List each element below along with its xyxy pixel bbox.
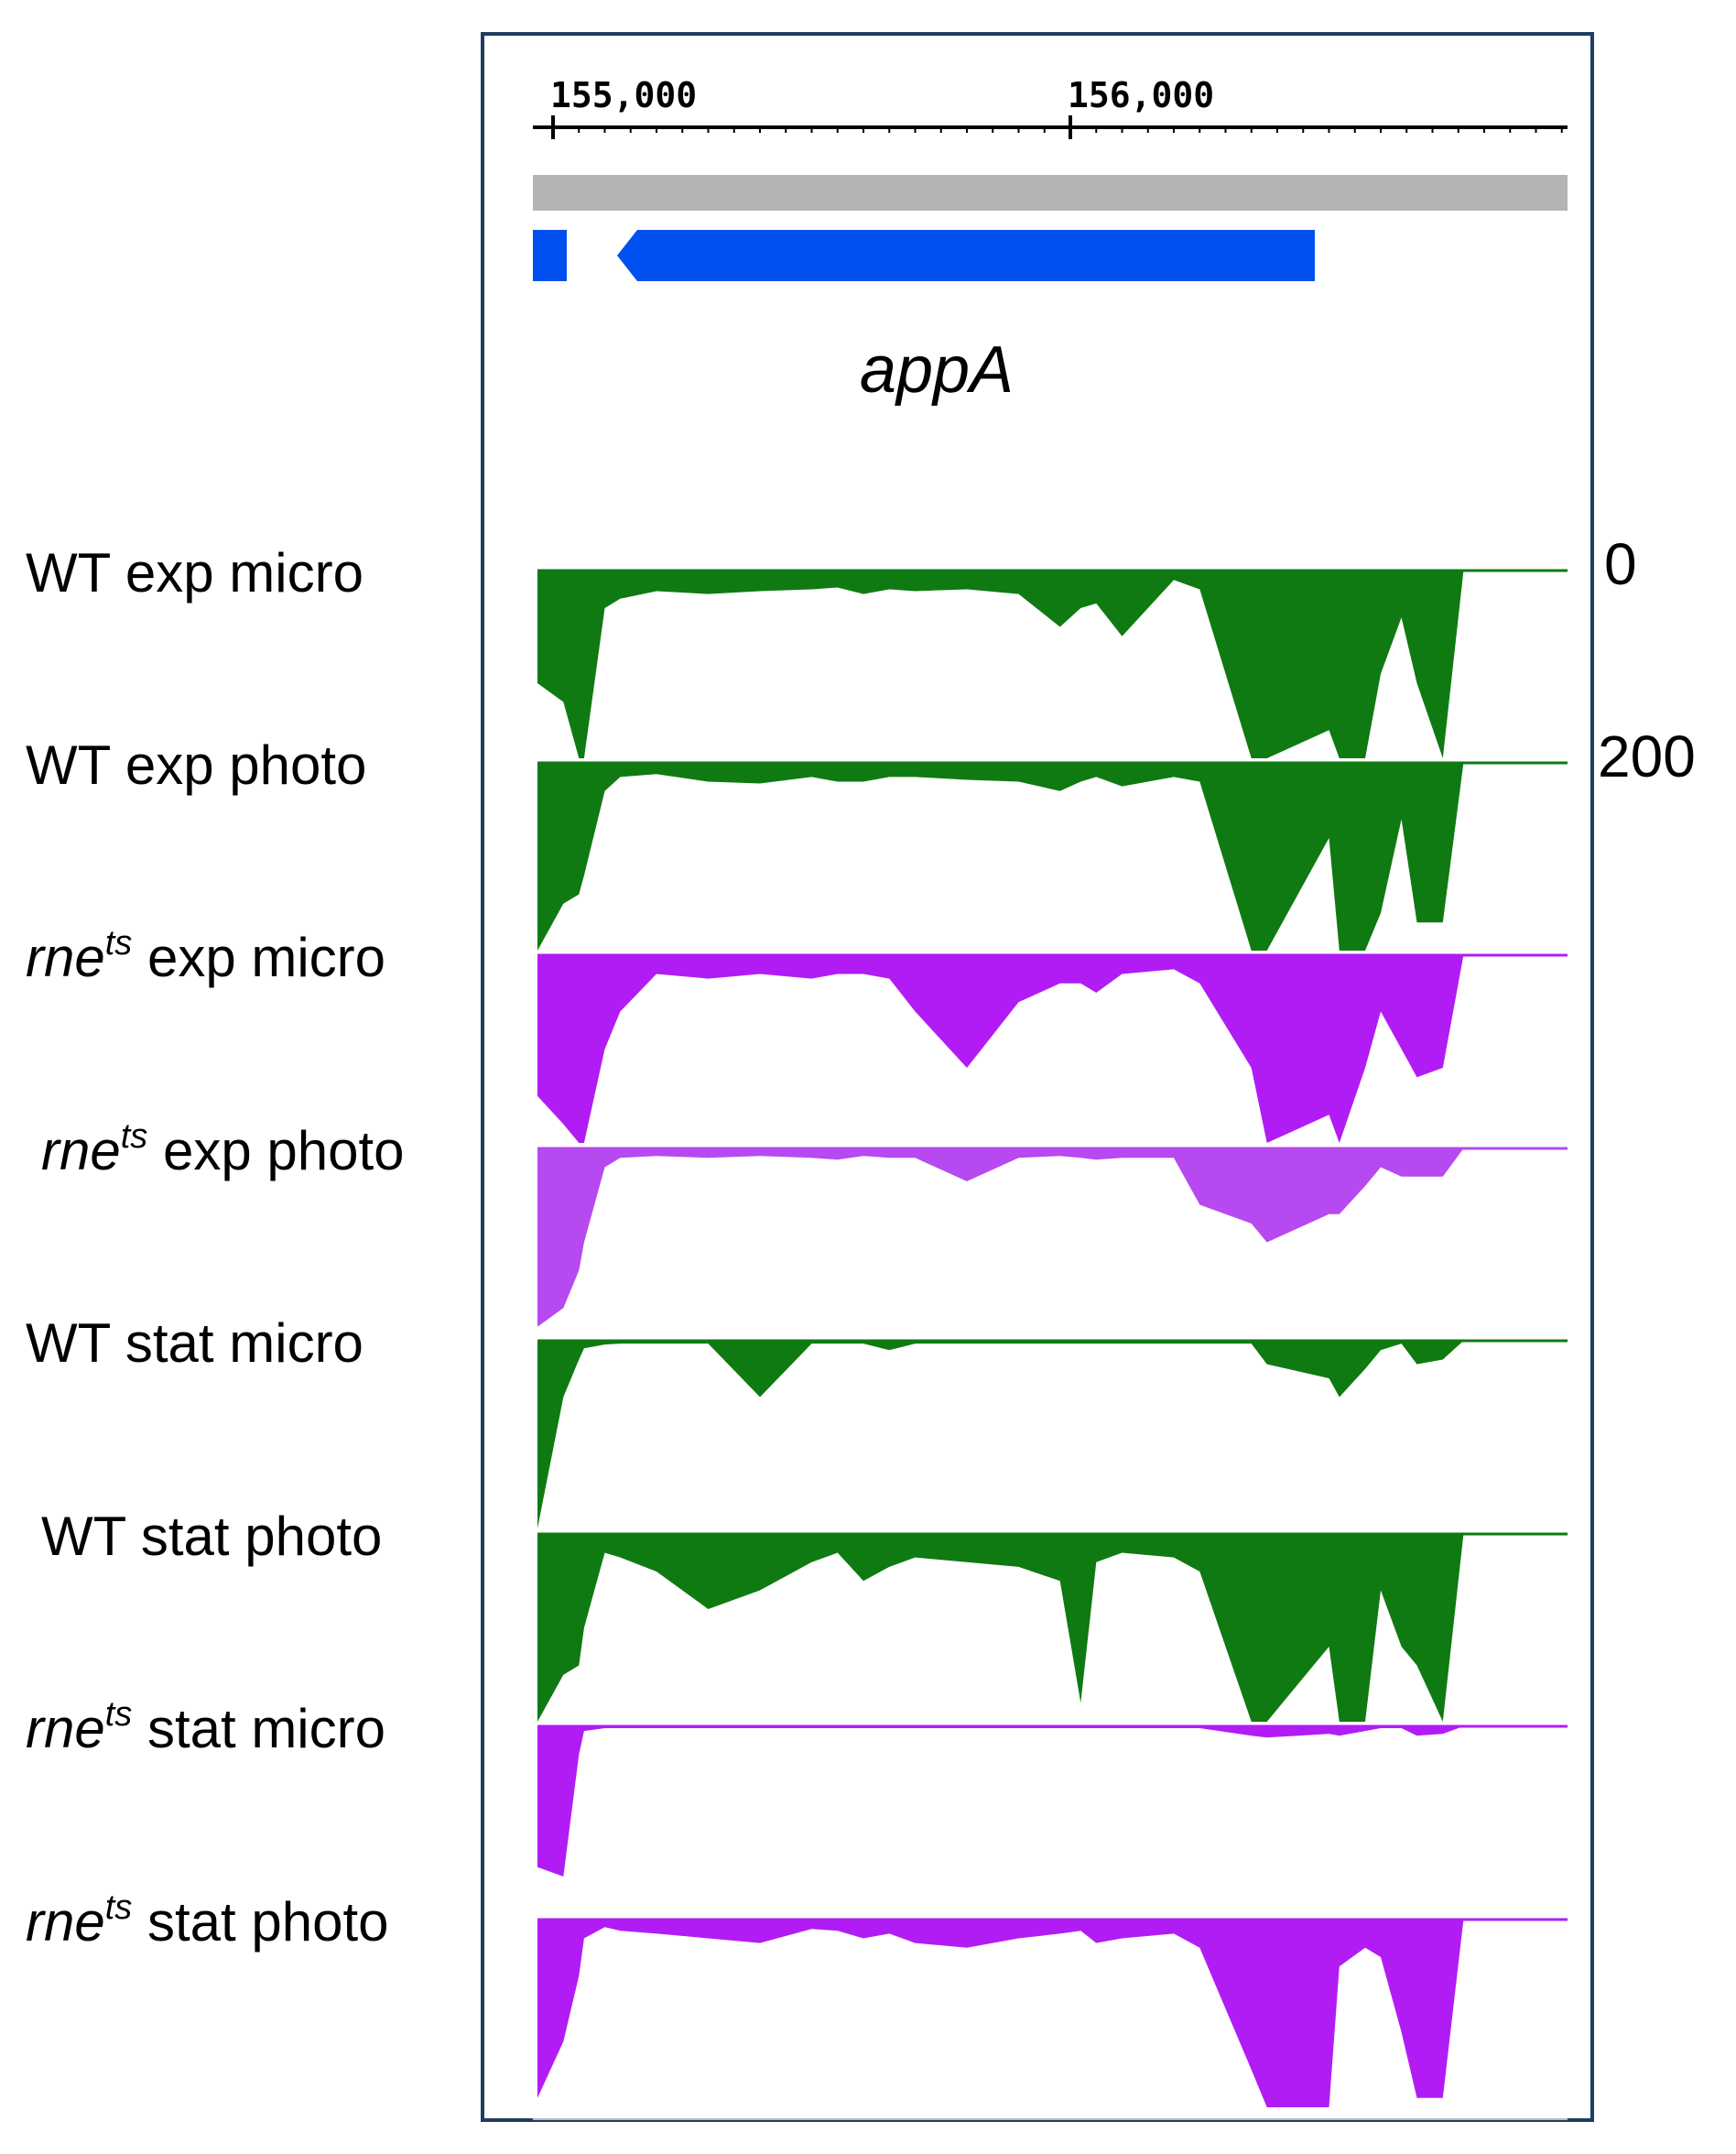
track-label-strain: rne xyxy=(41,1120,121,1181)
track-label-1: WT exp micro xyxy=(26,542,363,604)
track-label-condition: stat micro xyxy=(132,1698,385,1759)
coverage-area-5 xyxy=(537,1341,1470,1528)
gene-appA-arrow xyxy=(617,230,1315,281)
track-label-2: WT exp photo xyxy=(26,734,366,796)
sequence-grey-bar xyxy=(533,175,1568,211)
coverage-tracks xyxy=(537,569,1568,2107)
track-label-strain: rne xyxy=(26,1698,105,1759)
ruler-tick-label-155000: 155,000 xyxy=(550,75,697,115)
track-label-condition: exp micro xyxy=(132,927,385,988)
scale-label-bottom: 200 xyxy=(1598,723,1696,789)
track-label-8: rnets stat photo xyxy=(26,1888,388,1953)
track-label-superscript: ts xyxy=(105,1695,133,1734)
track-label-7: rnets stat micro xyxy=(26,1695,385,1759)
track-label-superscript: ts xyxy=(105,924,133,963)
track-label-condition: exp photo xyxy=(147,1120,404,1181)
coverage-area-1 xyxy=(537,571,1470,758)
track-label-6: WT stat photo xyxy=(41,1506,382,1567)
track-label-condition: exp photo xyxy=(110,734,366,796)
scale-label-top: 0 xyxy=(1604,531,1637,597)
track-label-5: WT stat micro xyxy=(26,1312,363,1374)
figure-frame xyxy=(481,32,1594,2122)
track-label-strain: WT xyxy=(26,734,111,796)
coverage-area-2 xyxy=(537,763,1470,951)
track-label-condition: stat photo xyxy=(132,1891,388,1953)
gene-label: appA xyxy=(860,333,1014,407)
track-label-condition: stat photo xyxy=(125,1506,382,1567)
track-label-superscript: ts xyxy=(105,1888,133,1927)
track-label-4: rnets exp photo xyxy=(41,1117,405,1181)
coverage-area-6 xyxy=(537,1534,1470,1722)
track-label-condition: stat micro xyxy=(110,1312,363,1374)
coverage-area-7 xyxy=(537,1726,1470,1877)
track-label-strain: rne xyxy=(26,927,105,988)
track-label-strain: rne xyxy=(26,1891,105,1953)
track-label-condition: exp micro xyxy=(110,542,363,604)
track-label-strain: WT xyxy=(41,1506,126,1567)
track-label-superscript: ts xyxy=(121,1117,148,1156)
ruler-tick-label-156000: 156,000 xyxy=(1068,75,1214,115)
coverage-area-8 xyxy=(537,1920,1470,2107)
track-label-3: rnets exp micro xyxy=(26,924,385,988)
track-label-strain: WT xyxy=(26,1312,111,1374)
gene-block-small xyxy=(533,230,567,281)
coverage-area-4 xyxy=(537,1148,1470,1327)
coverage-area-3 xyxy=(537,955,1470,1143)
ruler-minor-ticks xyxy=(552,127,1563,133)
track-label-strain: WT xyxy=(26,542,111,604)
